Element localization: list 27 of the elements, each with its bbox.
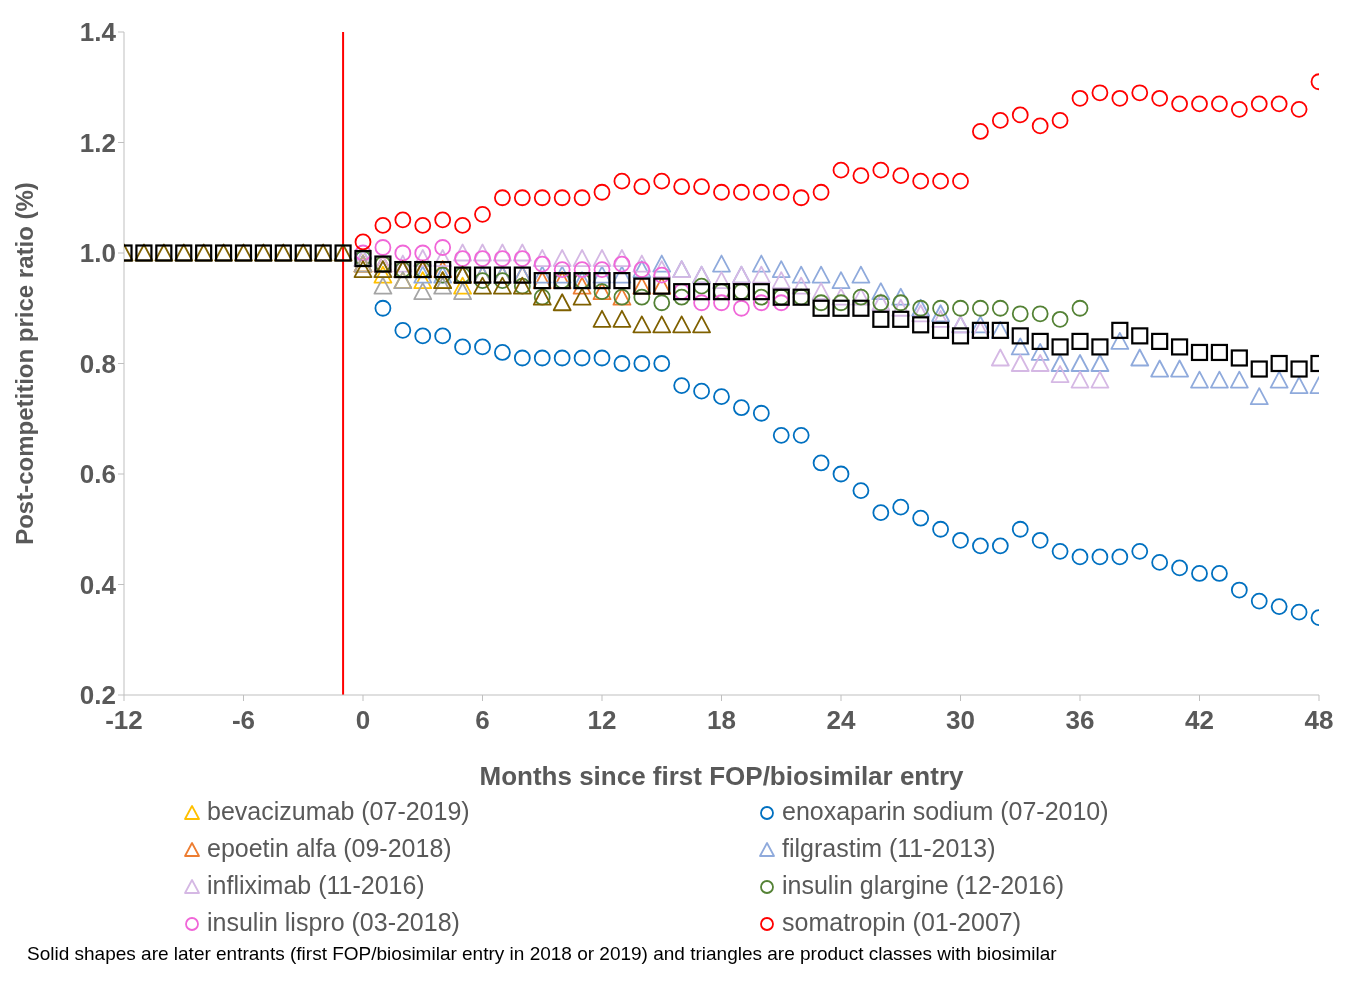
legend-label: insulin glargine (12-2016) (782, 870, 1065, 901)
x-axis-title: Months since first FOP/biosimilar entry (479, 761, 965, 791)
legend-label: somatropin (01-2007) (782, 907, 1022, 938)
x-tick-label: 0 (355, 705, 371, 736)
y-axis-title: Post-competition price ratio (%) (10, 182, 38, 545)
y-tick-label: 1.4 (79, 17, 117, 48)
x-tick-label: 30 (946, 705, 975, 736)
x-tick-label: 48 (1304, 705, 1334, 736)
y-tick-label: 0.8 (79, 348, 116, 379)
x-tick-label: 42 (1185, 705, 1214, 736)
legend-label: infliximab (11-2016) (207, 870, 425, 901)
x-tick-label: 24 (826, 705, 856, 736)
legend-label: insulin lispro (03-2018) (207, 907, 460, 938)
y-tick-label: 0.6 (79, 459, 116, 490)
text: Solid shapes are later entrants (first FOP/biosimilar entry in 2018 or 2019) and triangles are product classes with biosimilar (27, 943, 1058, 965)
legend-label: filgrastim (11-2013) (782, 833, 996, 864)
y-tick-label: 0.4 (79, 569, 117, 600)
legend-label: enoxaparin sodium (07-2010) (782, 796, 1109, 827)
x-tick-label: 12 (587, 705, 617, 736)
legend-label: bevacizumab (07-2019) (207, 796, 470, 827)
x-tick-label: 6 (475, 705, 490, 736)
x-tick-label: 18 (707, 705, 736, 736)
y-tick-label: 1.2 (79, 127, 116, 158)
x-tick-label: -6 (231, 705, 256, 736)
x-tick-label: 36 (1065, 705, 1095, 736)
legend-label: epoetin alfa (09-2018) (207, 833, 452, 864)
y-tick-label: 1.0 (79, 238, 116, 269)
